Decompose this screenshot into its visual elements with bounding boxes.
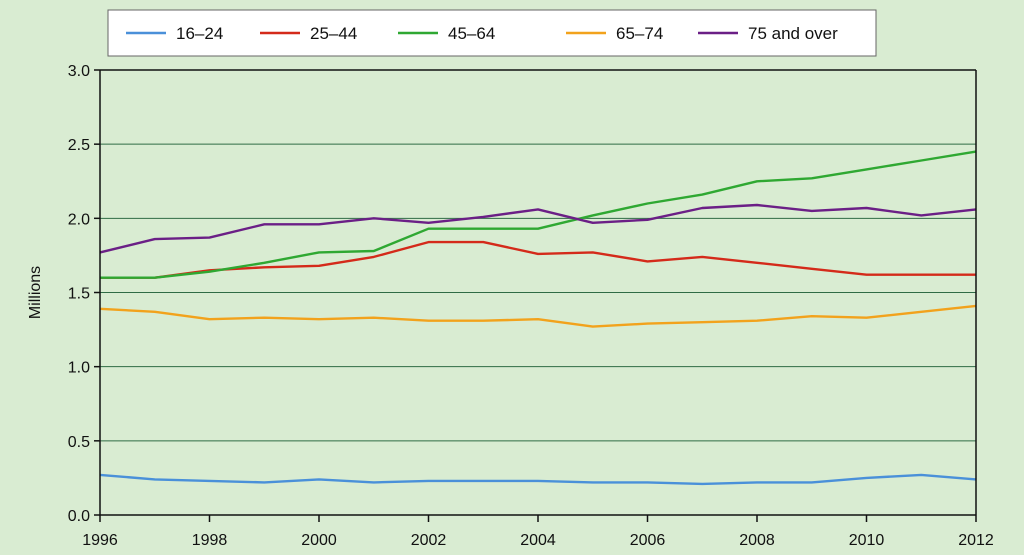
legend-label: 65–74 <box>616 24 663 43</box>
y-tick-label: 3.0 <box>68 63 90 80</box>
series-line-2 <box>100 150 977 279</box>
legend-box <box>107 9 877 57</box>
legend-label: 16–24 <box>176 24 223 43</box>
x-tick-label: 2012 <box>958 532 994 549</box>
y-tick-label: 1.0 <box>68 360 90 377</box>
x-tick-label: 2008 <box>739 532 775 549</box>
axes: 0.0 0.5 1.0 1.5 2.0 2.5 3.0 1996 1998 2000 2002 200… <box>68 63 994 549</box>
series-line-3 <box>99 304 977 328</box>
x-tick-label: 2004 <box>520 532 556 549</box>
legend-label: 75 and over <box>748 24 838 43</box>
y-tick-label: 0.5 <box>68 434 90 451</box>
y-tick-label: 2.0 <box>68 211 90 228</box>
x-tick-label: 2002 <box>411 532 447 549</box>
legend-label: 45–64 <box>448 24 495 43</box>
y-tick-label: 0.0 <box>68 508 90 525</box>
legend: 16–24 25–44 45–64 65–74 75 and over <box>107 9 877 57</box>
legend-label: 25–44 <box>310 24 357 43</box>
axis-lines <box>99 70 976 516</box>
x-tick-label: 2010 <box>849 532 885 549</box>
y-tick-label: 2.5 <box>68 137 90 154</box>
x-tick-label: 1996 <box>82 532 118 549</box>
y-tick-label: 1.5 <box>68 286 90 303</box>
series-line-4 <box>99 203 977 254</box>
series-line-1 <box>100 240 976 279</box>
gridlines <box>100 69 976 442</box>
x-tick-label: 1998 <box>192 532 228 549</box>
series-lines <box>99 150 977 486</box>
series-line-0 <box>99 473 977 486</box>
x-tick-label: 2006 <box>630 532 666 549</box>
y-axis-label: Millions <box>27 266 44 319</box>
x-tick-label: 2000 <box>301 532 337 549</box>
